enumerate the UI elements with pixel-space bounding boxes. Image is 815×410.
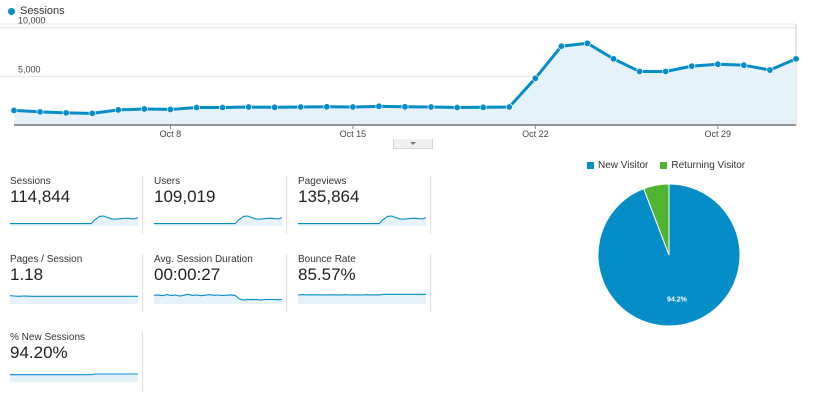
sessions-data-point [166,105,174,113]
sessions-data-point [36,108,44,116]
pie-slice-returning-visitor [643,183,670,256]
sessions-data-point [792,55,800,63]
sessions-line-chart[interactable]: 10,000 5,000 Oct 8 Oct 15 Oct 22 Oct 29 [0,0,815,150]
metric-sparkline [10,215,138,226]
metric-label: Avg. Session Duration [154,254,253,265]
metric-sparkline [10,295,138,304]
metric-sparkline [154,215,282,226]
sessions-data-point [427,103,435,111]
pie-legend-label: New Visitor [598,160,649,171]
sessions-data-point [662,68,670,76]
pie-legend-swatch [587,162,594,169]
sessions-data-point [297,103,305,111]
x-tick-label: Oct 8 [160,129,182,139]
chart-collapse-toggle[interactable] [393,139,433,149]
metric-sessions[interactable]: Sessions 114,844 [8,176,143,234]
metric-label: Sessions [10,176,51,187]
metric-label: Bounce Rate [298,254,356,265]
metric-label: Users [154,176,181,187]
y-tick-label: 5,000 [18,64,41,74]
sparkline-fill [298,294,426,304]
sessions-data-point [479,103,487,111]
metric-value: 00:00:27 [154,265,221,284]
metric-sparkline [298,215,426,226]
sparkline-line [298,215,426,225]
metric-label: Pageviews [298,176,347,187]
sessions-data-point [583,39,591,47]
sparkline-line [154,215,282,225]
metric-value: 135,864 [298,187,360,206]
sparkline-fill [10,295,138,304]
sparkline-line [10,215,138,225]
pie-legend-swatch [660,162,668,169]
sparkline-line [10,373,138,376]
pie-slice-label: 94.2% [667,296,688,303]
sparkline-fill [10,216,138,226]
metric-users[interactable]: Users 109,019 [152,176,287,234]
visitor-type-pie-chart[interactable]: 94.2% [596,182,742,328]
sessions-legend-label: Sessions [20,5,65,17]
metric-bounce-rate[interactable]: Bounce Rate 85.57% [296,254,431,312]
sessions-data-point [557,42,565,50]
sessions-data-point [349,103,357,111]
pie-legend-returning-visitor[interactable]: Returning Visitor [660,160,745,171]
sessions-data-point [323,103,331,111]
sessions-data-point [766,66,774,74]
metric-label: % New Sessions [10,332,86,343]
pie-legend-new-visitor[interactable]: New Visitor [587,160,648,171]
sessions-data-point [140,105,148,113]
metric-sparkline [10,373,138,382]
sessions-data-point [531,74,539,82]
sessions-data-point [688,62,696,70]
sessions-data-point [10,106,18,114]
chevron-down-icon [410,142,416,145]
x-tick-label: Oct 15 [340,129,367,139]
pie-legend-label: Returning Visitor [671,160,746,171]
metric-pages-per-session[interactable]: Pages / Session 1.18 [8,254,143,312]
metric-label: Pages / Session [10,254,83,265]
sessions-data-point [714,60,722,68]
sessions-data-point [271,103,279,111]
chart-legend[interactable]: Sessions [8,5,65,17]
sparkline-line [10,295,138,297]
sessions-data-point [219,103,227,111]
metric-value: 94.20% [10,343,68,362]
metric-value: 114,844 [10,187,71,206]
metric-value: 1.18 [10,265,44,284]
sessions-data-point [636,68,644,76]
sparkline-fill [154,216,282,226]
metric-sparkline [154,293,282,304]
sessions-data-point [245,103,253,111]
metric-value: 109,019 [154,187,216,206]
sessions-data-point [192,103,200,111]
metric-new-sessions[interactable]: % New Sessions 94.20% [8,332,143,392]
metric-value: 85.57% [298,265,356,284]
sessions-legend-dot [8,7,15,15]
sessions-data-point [740,61,748,69]
sessions-data-point [375,102,383,110]
sessions-data-point [453,103,461,111]
x-tick-label: Oct 29 [705,129,732,139]
x-tick-label: Oct 22 [522,129,549,139]
sessions-data-point [505,103,513,111]
pie-legend: New Visitor Returning Visitor [587,160,745,171]
y-tick-label: 10,000 [18,16,46,26]
sparkline-line [154,293,282,301]
metric-avg-session-duration[interactable]: Avg. Session Duration 00:00:27 [152,254,287,312]
sparkline-fill [154,294,282,304]
sparkline-fill [298,216,426,226]
sparkline-line [298,293,426,296]
sessions-data-point [610,55,618,63]
sessions-data-point [401,103,409,111]
metric-sparkline [298,293,426,304]
sparkline-fill [10,374,138,382]
metric-pageviews[interactable]: Pageviews 135,864 [296,176,431,234]
sessions-area-fill [14,43,796,125]
sessions-data-point [114,106,122,114]
sessions-data-point [88,109,96,117]
sessions-data-point [62,109,70,117]
